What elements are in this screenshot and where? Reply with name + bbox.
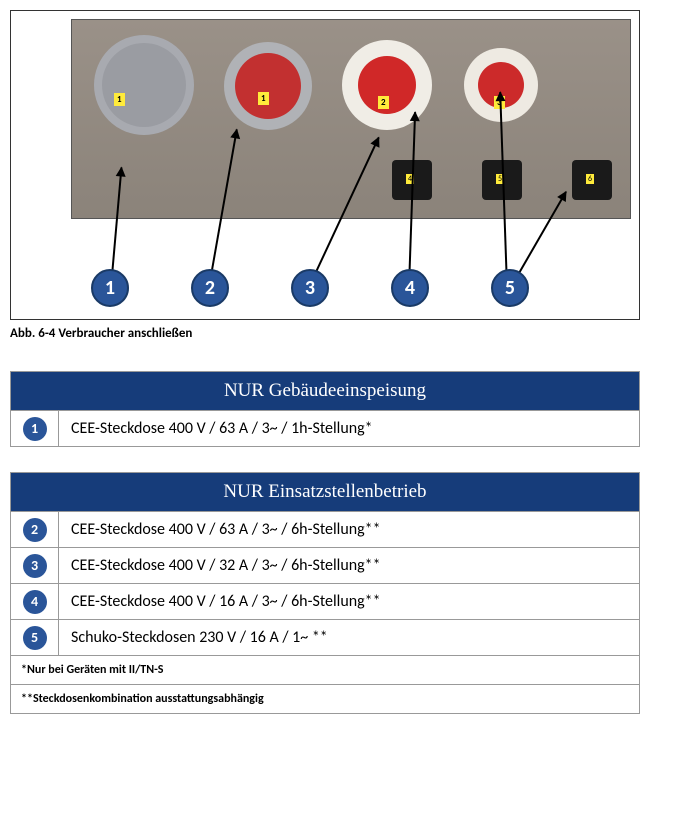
callout-4: 4 bbox=[391, 269, 429, 307]
table-note: *Nur bei Geräten mit II/TN-S bbox=[11, 655, 639, 684]
callout-5: 5 bbox=[491, 269, 529, 307]
table-row: 3 CEE-Steckdose 400 V / 32 A / 3~ / 6h-S… bbox=[11, 547, 639, 583]
table-header: NUR Gebäudeeinspeisung bbox=[11, 372, 639, 410]
row-number-cell: 3 bbox=[11, 548, 59, 583]
callout-2: 2 bbox=[191, 269, 229, 307]
table-note: **Steckdosenkombination ausstattungsabhä… bbox=[11, 684, 639, 713]
socket-label: 1 bbox=[258, 92, 269, 105]
row-number-cell: 5 bbox=[11, 620, 59, 655]
table-row: 1 CEE-Steckdose 400 V / 63 A / 3~ / 1h-S… bbox=[11, 410, 639, 446]
socket-2: 1 bbox=[224, 42, 312, 130]
table-row: 2 CEE-Steckdose 400 V / 63 A / 3~ / 6h-S… bbox=[11, 511, 639, 547]
socket-1: 1 bbox=[94, 35, 194, 135]
table-row: 5 Schuko-Steckdosen 230 V / 16 A / 1~ ** bbox=[11, 619, 639, 655]
table-einsatz: NUR Einsatzstellenbetrieb 2 CEE-Steckdos… bbox=[10, 472, 640, 714]
schuko-socket: 6 bbox=[572, 160, 612, 200]
row-text: CEE-Steckdose 400 V / 63 A / 3~ / 1h-Ste… bbox=[59, 413, 639, 444]
table-gebaeude: NUR Gebäudeeinspeisung 1 CEE-Steckdose 4… bbox=[10, 371, 640, 447]
row-number-cell: 1 bbox=[11, 411, 59, 446]
callout-1: 1 bbox=[91, 269, 129, 307]
row-number-cell: 2 bbox=[11, 512, 59, 547]
socket-panel: 1 1 2 3 4 5 6 bbox=[71, 19, 631, 219]
row-number-cell: 4 bbox=[11, 584, 59, 619]
table-header: NUR Einsatzstellenbetrieb bbox=[11, 473, 639, 511]
figure-caption: Abb. 6-4 Verbraucher anschließen bbox=[10, 326, 677, 341]
row-text: CEE-Steckdose 400 V / 32 A / 3~ / 6h-Ste… bbox=[59, 550, 639, 581]
table-row: 4 CEE-Steckdose 400 V / 16 A / 3~ / 6h-S… bbox=[11, 583, 639, 619]
callout-3: 3 bbox=[291, 269, 329, 307]
row-text: Schuko-Steckdosen 230 V / 16 A / 1~ ** bbox=[59, 622, 639, 653]
socket-label: 1 bbox=[114, 93, 125, 106]
socket-label: 2 bbox=[378, 96, 389, 109]
figure-photo: 1 1 2 3 4 5 6 1 2 3 4 5 bbox=[10, 10, 640, 320]
row-text: CEE-Steckdose 400 V / 16 A / 3~ / 6h-Ste… bbox=[59, 586, 639, 617]
row-text: CEE-Steckdose 400 V / 63 A / 3~ / 6h-Ste… bbox=[59, 514, 639, 545]
